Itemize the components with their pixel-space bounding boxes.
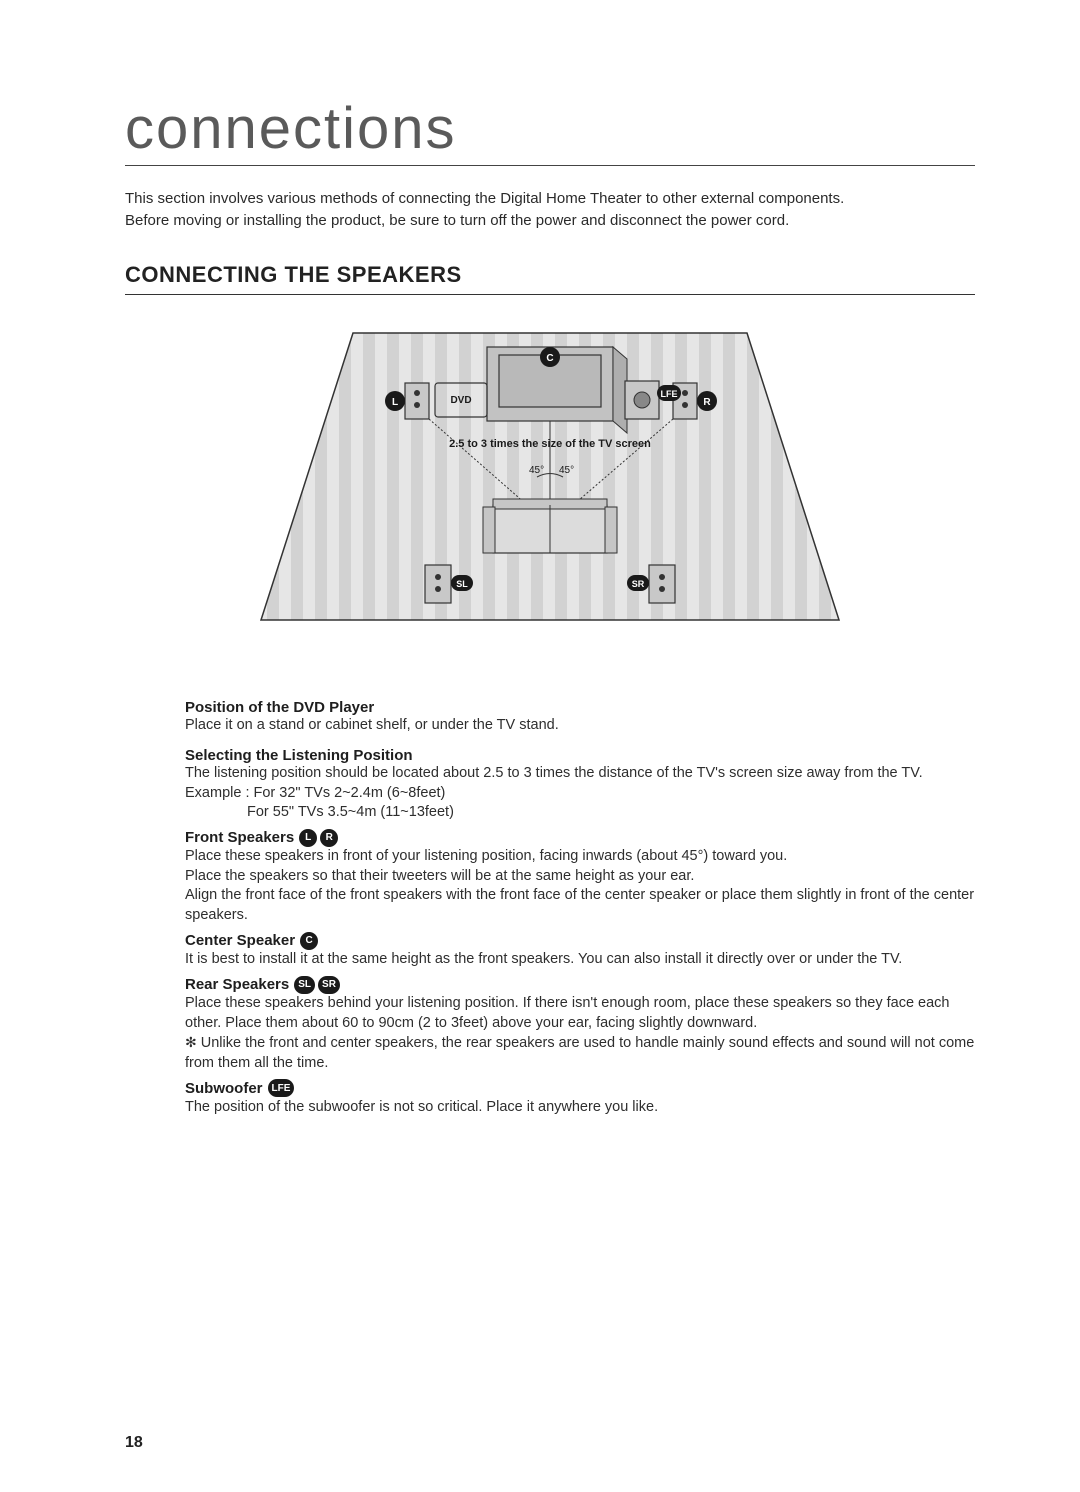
- badge-LFE-icon: LFE: [268, 1079, 295, 1097]
- speaker-SL: [425, 565, 451, 603]
- svg-text:SR: SR: [632, 579, 645, 589]
- diagram-svg: DVD 2.5 to 3 times the size of t: [255, 325, 845, 655]
- svg-text:R: R: [703, 397, 711, 408]
- star-icon: ✻: [185, 1034, 197, 1050]
- svg-text:LFE: LFE: [661, 389, 678, 399]
- intro-line-2: Before moving or installing the product,…: [125, 212, 789, 229]
- page-number: 18: [125, 1434, 143, 1452]
- badge-LFE: LFE: [657, 385, 681, 401]
- svg-text:L: L: [392, 397, 398, 408]
- instructions-block: Position of the DVD Player Place it on a…: [125, 699, 975, 1118]
- heading-front: Front Speakers L R: [185, 829, 338, 847]
- angle-right-label: 45°: [559, 465, 574, 476]
- body-front-1: Place these speakers in front of your li…: [185, 847, 975, 867]
- document-page: connections This section involves variou…: [0, 0, 1080, 1492]
- heading-front-text: Front Speakers: [185, 829, 294, 846]
- badge-L: L: [385, 391, 405, 411]
- heading-rear-text: Rear Speakers: [185, 976, 289, 993]
- heading-center: Center Speaker C: [185, 932, 318, 950]
- speaker-SR: [649, 565, 675, 603]
- svg-text:C: C: [546, 353, 553, 364]
- badge-SR: SR: [627, 575, 649, 591]
- intro-line-1: This section involves various methods of…: [125, 190, 844, 207]
- body-listening-3: For 55" TVs 3.5~4m (11~13feet): [185, 803, 975, 823]
- heading-rear: Rear Speakers SL SR: [185, 976, 340, 994]
- heading-sub: Subwoofer LFE: [185, 1079, 294, 1097]
- body-position: Place it on a stand or cabinet shelf, or…: [185, 716, 975, 736]
- body-rear-2-text: Unlike the front and center speakers, th…: [185, 1035, 974, 1071]
- badge-SL-icon: SL: [294, 976, 315, 994]
- body-front-2: Place the speakers so that their tweeter…: [185, 867, 975, 887]
- dvd-label: DVD: [450, 395, 471, 406]
- badge-R: R: [697, 391, 717, 411]
- listening-sofa: [483, 499, 617, 553]
- badge-C: C: [540, 347, 560, 367]
- heading-listening: Selecting the Listening Position: [185, 747, 975, 764]
- body-rear-2: ✻ Unlike the front and center speakers, …: [185, 1033, 975, 1073]
- speaker-layout-diagram: DVD 2.5 to 3 times the size of t: [125, 325, 975, 655]
- badge-L-icon: L: [299, 829, 317, 847]
- speaker-LFE: [625, 381, 659, 419]
- badge-SL: SL: [451, 575, 473, 591]
- intro-text: This section involves various methods of…: [125, 188, 975, 232]
- badge-R-icon: R: [320, 829, 338, 847]
- page-title: connections: [125, 95, 975, 166]
- body-listening-1: The listening position should be located…: [185, 764, 975, 784]
- distance-note: 2.5 to 3 times the size of the TV screen: [449, 438, 651, 450]
- speaker-L: [405, 383, 429, 419]
- body-front-3: Align the front face of the front speake…: [185, 886, 975, 925]
- heading-center-text: Center Speaker: [185, 932, 295, 949]
- heading-position: Position of the DVD Player: [185, 699, 975, 716]
- badge-SR-icon: SR: [318, 976, 340, 994]
- heading-sub-text: Subwoofer: [185, 1080, 263, 1097]
- badge-C-icon: C: [300, 932, 318, 950]
- angle-left-label: 45°: [529, 465, 544, 476]
- section-heading: CONNECTING THE SPEAKERS: [125, 262, 975, 295]
- body-sub: The position of the subwoofer is not so …: [185, 1098, 975, 1118]
- body-listening-2: Example : For 32" TVs 2~2.4m (6~8feet): [185, 784, 975, 804]
- body-center: It is best to install it at the same hei…: [185, 950, 975, 970]
- svg-text:SL: SL: [456, 579, 468, 589]
- body-rear-1: Place these speakers behind your listeni…: [185, 994, 975, 1033]
